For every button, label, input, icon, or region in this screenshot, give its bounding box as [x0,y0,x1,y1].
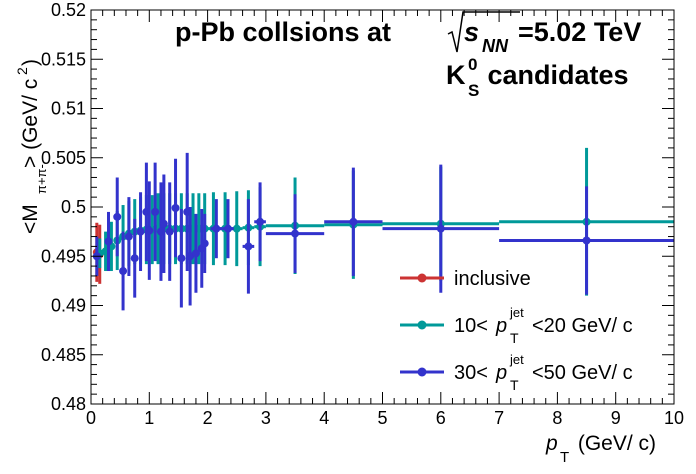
x-axis-unit: (GeV/ c) [572,432,656,455]
legend-jet10-pre: 10< [454,315,488,337]
data-point [200,239,209,248]
data-point [124,232,133,241]
y-tick-label: 0.51 [51,99,86,119]
legend-jet30-pre: 30< [454,362,488,384]
y-tick-label: 0.485 [41,345,86,365]
y-tick-label: 0.48 [51,394,86,414]
data-point [436,224,445,233]
chart-title: p-Pb collsions at s NN =5.02 TeV K 0 S c… [175,11,641,100]
sqrt-radical-icon [447,11,520,53]
data-point [582,236,591,245]
x-tick-label: 3 [261,408,271,428]
x-axis-title: p T (GeV/ c) [545,432,656,466]
y-axis-unit: > (GeV/ c [19,79,42,168]
legend-jet10-post: <20 GeV/ c [532,315,633,337]
y-tick-label: 0.5 [61,197,86,217]
legend-marker-jet30 [417,367,427,377]
legend-entry-jet10: 10< p jet T <20 GeV/ c [400,305,633,346]
x-tick-label: 5 [377,408,387,428]
x-tick-label: 9 [611,408,621,428]
x-tick-label: 8 [552,408,562,428]
x-tick-label: 2 [203,408,213,428]
legend-jet10-sub: T [510,330,519,346]
title-line2-main: K [446,60,466,90]
legend: inclusive 10< p jet T <20 GeV/ c 30< p j… [400,268,633,393]
data-point [130,254,139,263]
legend-label-inclusive: inclusive [454,268,531,290]
data-point [145,226,154,235]
data-point [113,212,122,221]
series-layer [92,147,674,311]
data-point [256,217,265,226]
x-axis-var: p [545,432,558,455]
x-tick-label: 4 [319,408,329,428]
y-tick-label: 0.49 [51,296,86,316]
x-tick-label: 1 [144,408,154,428]
title-line1-suffix: =5.02 TeV [518,17,641,47]
y-tick-label: 0.515 [41,49,86,69]
data-point [159,219,168,228]
y-axis-unit-end: ) [19,59,42,66]
data-point [104,237,113,246]
data-point [151,207,160,216]
legend-marker-jet10 [417,320,427,330]
x-tick-label: 0 [86,408,96,428]
title-line2-sub: S [468,81,479,100]
sqrt-symbol [447,11,520,53]
data-point [136,227,145,236]
legend-marker-inclusive [417,273,427,283]
data-point [224,224,233,233]
y-axis-title: <M π+π- > (GeV/ c 2 ) [14,59,49,234]
y-axis-sub: π+π- [34,164,49,194]
title-sqrt-var: s [464,17,479,47]
data-point [212,224,221,233]
title-line1-prefix: p-Pb collsions at [175,17,391,47]
x-axis-sub: T [560,449,569,466]
axes-layer: 0 1 2 3 4 5 6 7 8 9 10 0.48 0.485 0.49 0.495 0.5 0.505 0.… [41,0,684,428]
data-point [119,267,128,276]
y-axis-unit-sup: 2 [14,67,30,75]
legend-jet30-var: p [495,362,507,384]
x-tick-label: 7 [494,408,504,428]
legend-jet30-sup: jet [509,352,524,367]
legend-entry-jet30: 30< p jet T <50 GeV/ c [400,352,633,393]
data-point [291,229,300,238]
y-tick-label: 0.52 [51,0,86,20]
y-tick-label: 0.495 [41,246,86,266]
data-point [171,203,180,212]
legend-jet10-sup: jet [509,305,524,320]
title-line2-sup: 0 [468,55,477,74]
title-sqrt-sub: NN [482,36,509,56]
legend-jet10-var: p [495,315,507,337]
x-tick-label: 10 [664,408,684,428]
data-point [165,227,174,236]
y-axis-pre: <M [19,204,42,234]
data-point [244,242,253,251]
legend-entry-inclusive: inclusive [400,268,531,290]
title-line2-rest: candidates [480,60,629,90]
data-point [232,224,241,233]
series-jet30 [92,152,674,311]
data-point [177,254,186,263]
x-tick-label: 6 [436,408,446,428]
data-point [191,249,200,258]
legend-jet30-sub: T [510,377,519,393]
data-point [349,217,358,226]
y-tick-label: 0.505 [41,148,86,168]
legend-jet30-post: <50 GeV/ c [532,362,633,384]
